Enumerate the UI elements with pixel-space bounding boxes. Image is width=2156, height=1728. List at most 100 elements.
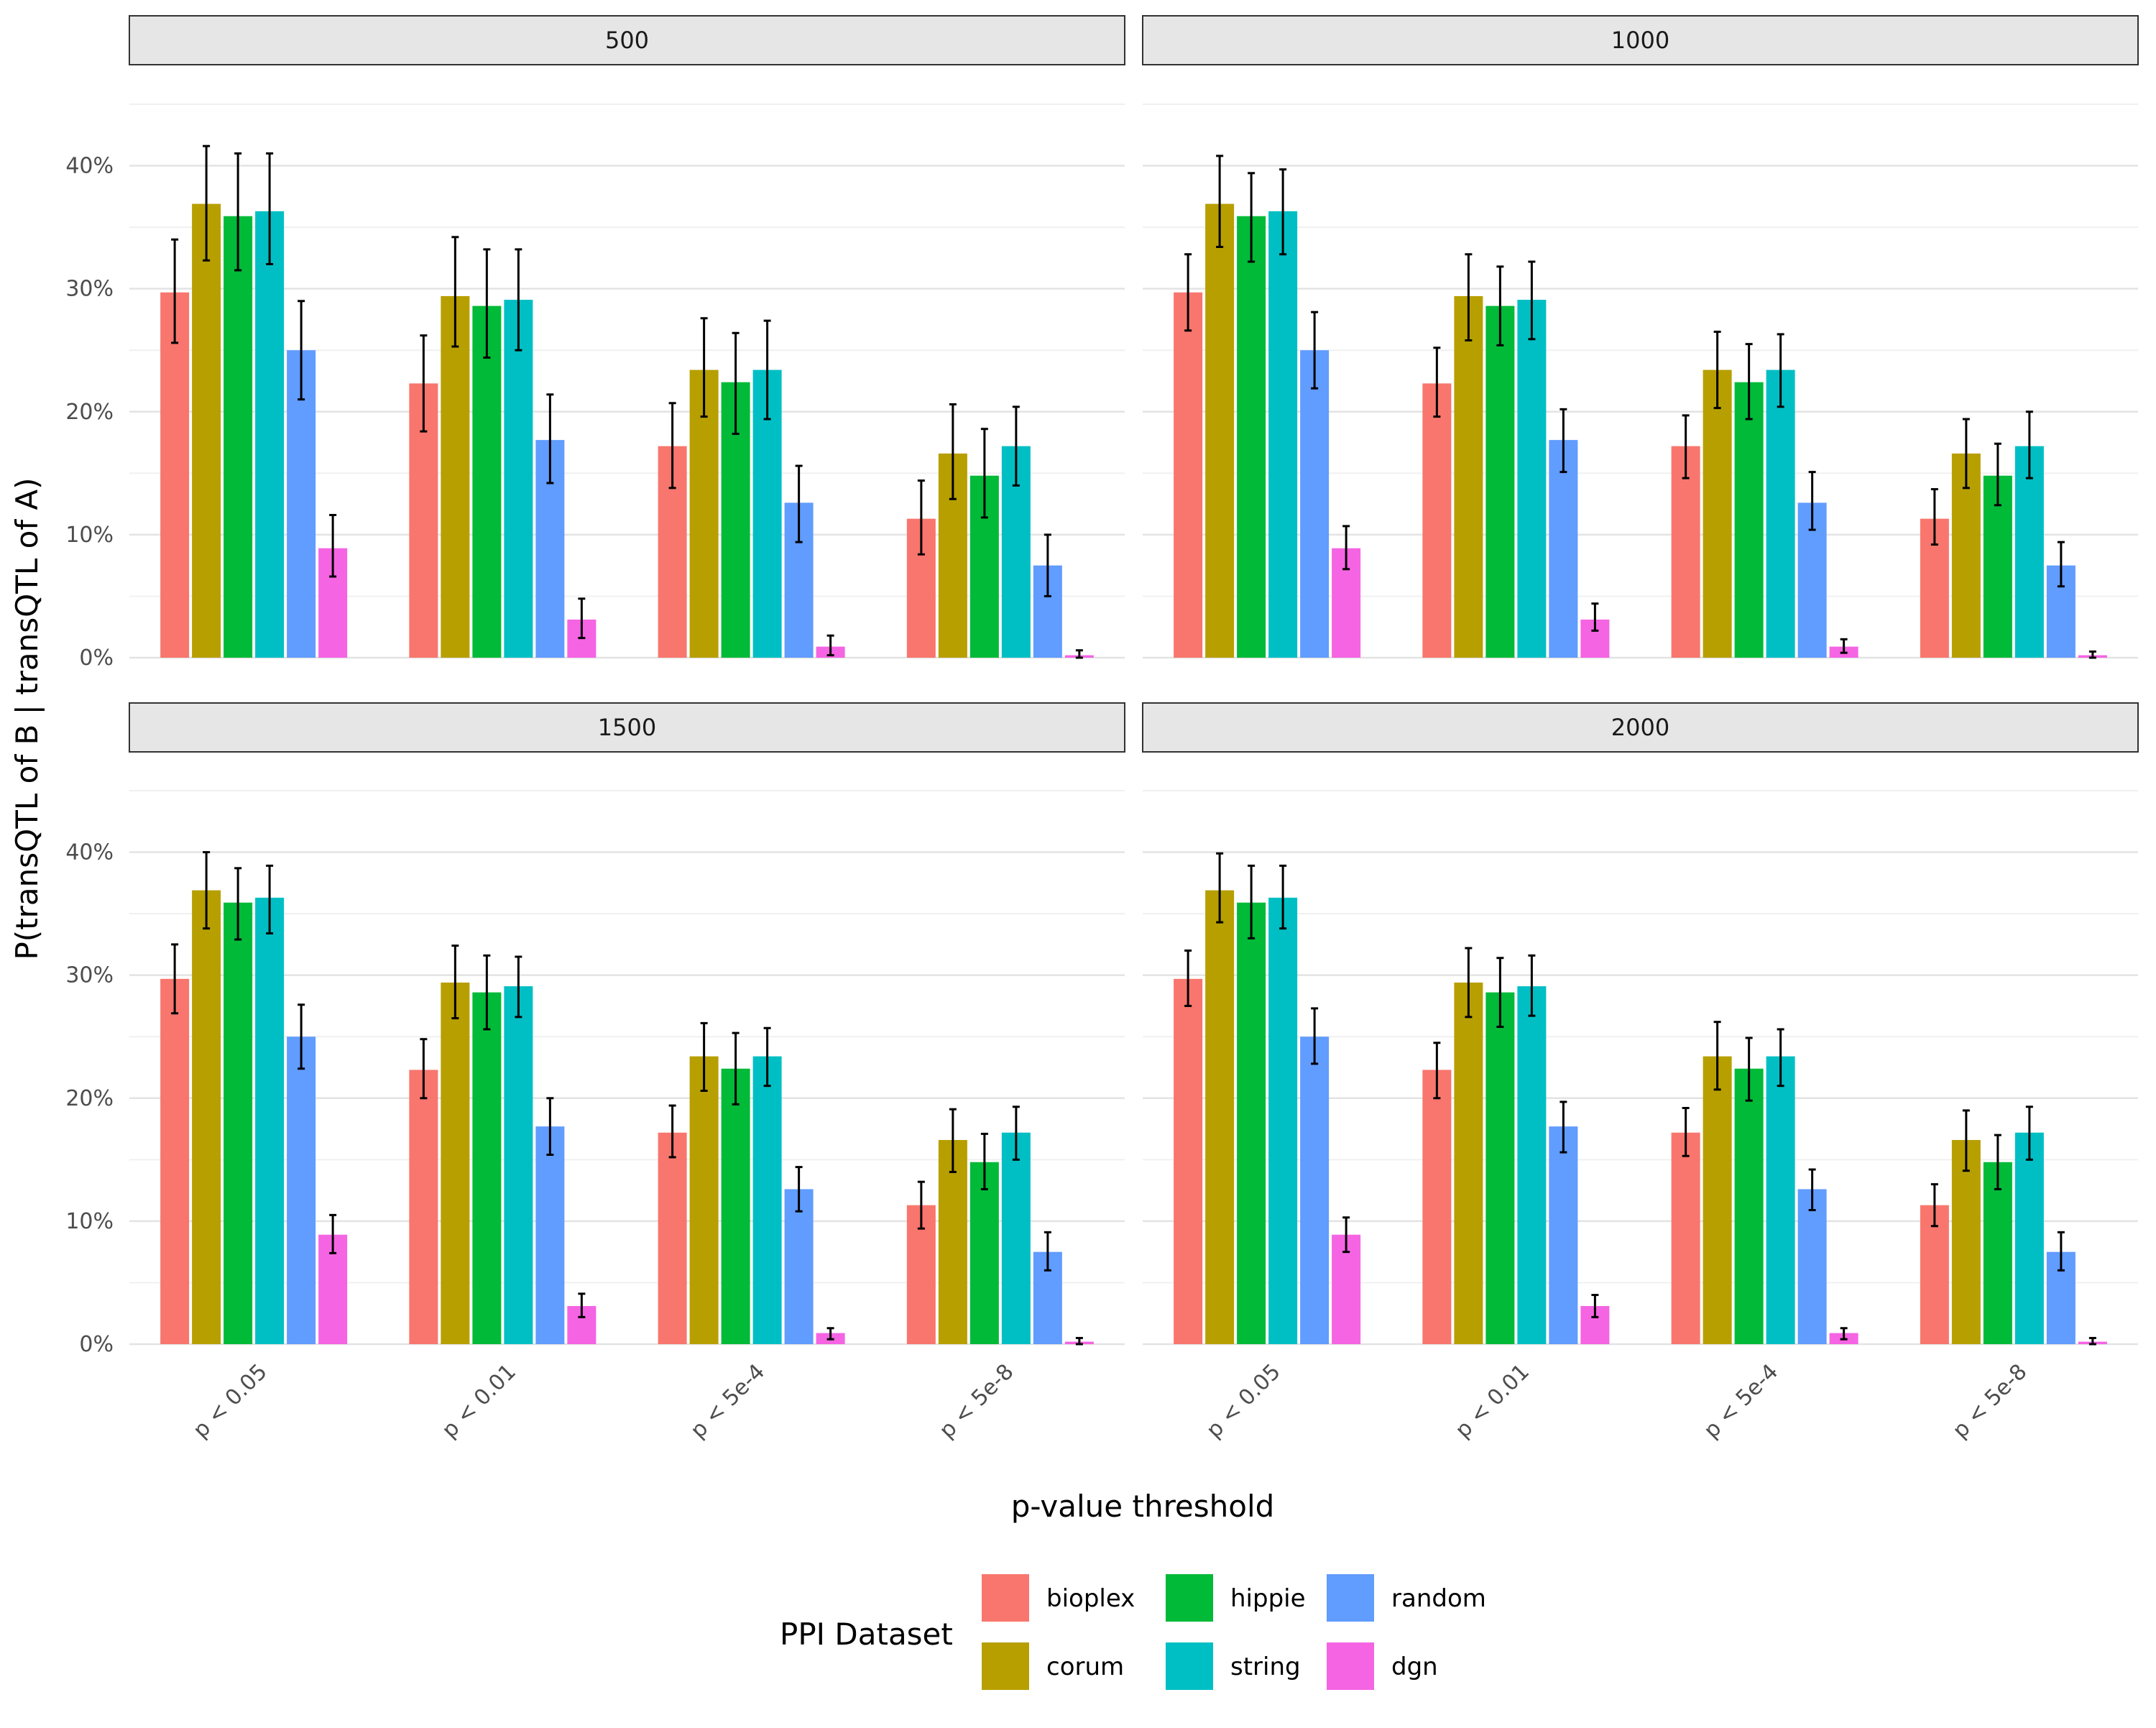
y-axis-title: P(transQTL of B | transQTL of A) [9, 477, 45, 960]
x-tick-label: p < 0.01 [437, 1359, 521, 1443]
error-bar-random [1560, 1100, 1567, 1154]
bar-bioplex [1920, 1205, 1949, 1344]
error-bar-dgn [1840, 638, 1848, 654]
x-tick-label: p < 5e-8 [1948, 1359, 2032, 1443]
bar-hippie [1485, 992, 1515, 1344]
bar-string [1517, 986, 1547, 1344]
error-bar-random [1560, 408, 1567, 474]
bar-string [1766, 369, 1795, 658]
error-bar-hippie [1496, 957, 1504, 1029]
bar-bioplex [1174, 292, 1203, 658]
bar-random [1300, 350, 1330, 658]
error-bar-dgn [826, 634, 834, 657]
error-bar-random [298, 300, 305, 401]
bar-corum [689, 369, 719, 658]
bar-bioplex [160, 292, 190, 658]
error-bar-string [763, 1026, 771, 1088]
error-bar-string [1777, 333, 1784, 408]
x-tick-label: p < 0.05 [1202, 1359, 1286, 1443]
bar-string [752, 1056, 782, 1344]
bar-corum [1951, 1139, 1981, 1344]
strip-label-500: 500 [605, 27, 649, 54]
y-tick-label: 40% [65, 154, 114, 179]
bar-random [287, 1037, 316, 1344]
bar-string [1766, 1056, 1795, 1344]
y-tick-label: 20% [65, 400, 114, 425]
error-bar-random [1311, 311, 1319, 390]
error-bar-bioplex [1184, 253, 1192, 332]
error-bar-hippie [234, 152, 242, 272]
bar-corum [192, 890, 221, 1344]
bar-hippie [1237, 216, 1266, 658]
error-bar-hippie [1496, 265, 1504, 346]
bar-random [1300, 1037, 1330, 1344]
error-bar-string [2025, 1106, 2033, 1161]
error-bar-hippie [1994, 442, 2001, 507]
y-tick-label: 10% [65, 1209, 114, 1234]
error-bar-corum [1962, 1109, 1970, 1172]
strip-label-1000: 1000 [1611, 27, 1669, 54]
error-bar-hippie [483, 248, 491, 359]
y-tick-label: 0% [79, 645, 114, 671]
y-tick-label: 30% [65, 963, 114, 988]
bar-string [255, 211, 285, 658]
error-bar-bioplex [1930, 1183, 1938, 1228]
bar-corum [441, 982, 470, 1344]
bar-corum [938, 1139, 967, 1344]
error-bar-corum [203, 851, 211, 930]
bar-corum [192, 203, 221, 658]
error-bar-corum [1216, 852, 1224, 924]
y-tick-label: 10% [65, 523, 114, 548]
error-bar-string [1279, 168, 1287, 256]
error-bar-dgn [578, 1292, 586, 1318]
legend-key-random [1327, 1574, 1374, 1622]
bar-hippie [721, 1068, 750, 1344]
error-bar-string [266, 864, 274, 934]
error-bar-random [1044, 1231, 1051, 1272]
bar-hippie [224, 902, 253, 1344]
panel-1000: 1000 [1142, 15, 2139, 659]
error-bar-corum [1962, 418, 1970, 490]
error-bar-corum [451, 945, 459, 1020]
legend-label-random: random [1391, 1584, 1486, 1613]
error-bar-bioplex [668, 1104, 676, 1159]
error-bar-hippie [980, 1132, 988, 1190]
x-tick-label: p < 5e-4 [1699, 1359, 1783, 1443]
error-bar-random [546, 393, 554, 484]
bar-corum [1205, 203, 1235, 658]
error-bar-dgn [1342, 1216, 1350, 1254]
error-bar-random [298, 1003, 305, 1070]
strip-500 [129, 15, 1125, 65]
error-bar-corum [949, 1108, 957, 1173]
bar-hippie [1983, 1162, 2012, 1344]
error-bar-hippie [732, 331, 740, 436]
legend-key-string [1166, 1642, 1213, 1690]
error-bar-hippie [1745, 1037, 1753, 1102]
error-bar-bioplex [171, 943, 179, 1015]
bar-random [1549, 440, 1578, 658]
error-bar-string [1012, 1106, 1020, 1161]
error-bar-random [795, 1166, 803, 1213]
bar-bioplex [1671, 1132, 1700, 1344]
error-bar-bioplex [1682, 1106, 1690, 1157]
y-tick-label: 40% [65, 840, 114, 865]
error-bar-corum [1216, 155, 1224, 248]
panel-1500: 1500 0% 10% 20% 30% 40% p < 0.05 p < 0.01 p < 5e… [65, 702, 1125, 1443]
error-bar-string [1528, 954, 1536, 1017]
error-bar-string [1012, 405, 1020, 487]
x-tick-label: p < 5e-8 [934, 1359, 1018, 1443]
bar-string [2014, 446, 2044, 658]
bar-string [2014, 1132, 2044, 1344]
legend-label-corum: corum [1046, 1653, 1124, 1681]
bar-hippie [472, 992, 502, 1344]
error-bar-corum [1465, 947, 1473, 1019]
bar-string [1268, 897, 1298, 1344]
bar-string [504, 300, 533, 658]
bar-bioplex [1174, 978, 1203, 1344]
x-tick-label: p < 5e-4 [686, 1359, 770, 1443]
legend-title: PPI Dataset [780, 1617, 953, 1652]
error-bar-random [1808, 471, 1816, 531]
bar-hippie [1485, 305, 1515, 658]
error-bar-dgn [329, 1213, 337, 1254]
bar-bioplex [409, 1070, 438, 1344]
